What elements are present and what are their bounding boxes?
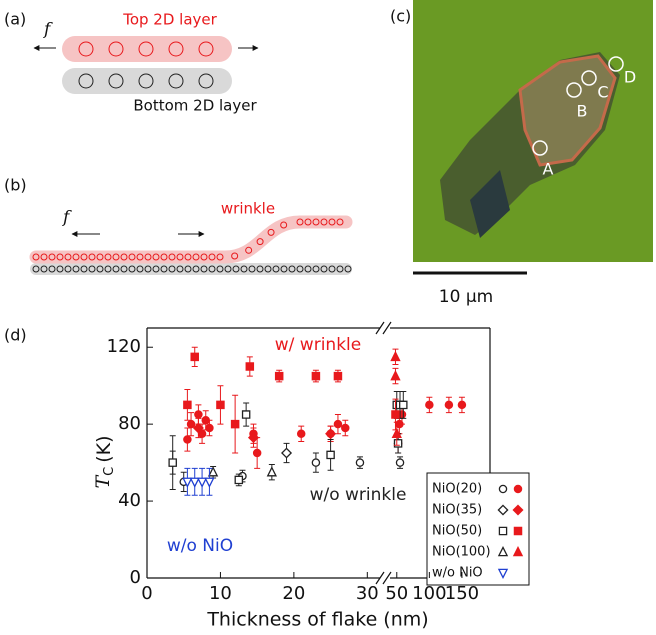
panel-b: f wrinkle	[30, 200, 352, 276]
legend-label: NiO(20)	[432, 482, 482, 497]
marker	[392, 411, 399, 418]
y-tick-label: 40	[118, 490, 141, 511]
legend-label: w/o NiO	[432, 566, 483, 581]
marker	[312, 459, 319, 466]
annotation: w/o NiO	[167, 536, 233, 556]
legend-marker	[499, 527, 506, 534]
legend-marker	[514, 485, 521, 492]
marker	[254, 449, 261, 456]
y-subscript: C	[102, 467, 117, 476]
marker	[326, 429, 335, 438]
legend-label: NiO(50)	[432, 524, 482, 539]
marker	[187, 421, 194, 428]
marker	[391, 371, 399, 379]
marker	[169, 459, 176, 466]
marker	[205, 478, 213, 486]
spot-label: C	[597, 83, 608, 102]
panel-label: (d)	[4, 326, 27, 345]
marker	[191, 478, 199, 486]
marker	[198, 478, 206, 486]
y-axis-label: TC(K)	[92, 435, 117, 488]
marker	[184, 436, 191, 443]
panel-label: (b)	[4, 176, 27, 195]
top-layer	[62, 36, 232, 62]
marker	[235, 476, 242, 483]
marker	[217, 401, 224, 408]
marker	[400, 401, 407, 408]
marker	[334, 372, 341, 379]
marker	[334, 421, 341, 428]
panel-a: f Top 2D layer Bottom 2D layer	[34, 11, 258, 115]
scale-label: 10 µm	[439, 287, 493, 307]
x-tick-label: 20	[282, 583, 305, 604]
figure: (a) (b) (c) (d) f Top 2D layer Bottom 2D…	[0, 0, 656, 635]
marker	[394, 440, 401, 447]
marker	[184, 401, 191, 408]
spot-label: B	[577, 102, 588, 121]
spot-label: A	[543, 160, 554, 179]
marker	[232, 421, 239, 428]
marker	[327, 451, 334, 458]
panel-label: (a)	[4, 10, 26, 29]
x-axis-label: Thickness of flake (nm)	[206, 609, 428, 631]
y-tick-label: 0	[130, 567, 141, 588]
x-tick-label: 0	[141, 583, 152, 604]
marker	[282, 448, 291, 457]
x-tick-label: 10	[209, 583, 232, 604]
marker	[396, 459, 403, 466]
marker	[276, 372, 283, 379]
marker	[356, 459, 363, 466]
y-unit: (K)	[93, 435, 115, 462]
panel-c: A B C D 10 µm	[413, 0, 653, 307]
wrinkle-label: wrinkle	[221, 200, 275, 218]
annotation: w/o wrinkle	[310, 485, 407, 505]
force-label: f	[61, 208, 72, 228]
bottom-label: Bottom 2D layer	[133, 97, 257, 115]
axis-break	[376, 322, 391, 584]
marker	[426, 401, 433, 408]
marker	[391, 352, 399, 360]
force-label: f	[42, 20, 53, 40]
top-label: Top 2D layer	[122, 11, 217, 29]
x-tick-label: 150	[445, 583, 479, 604]
marker	[246, 363, 253, 370]
marker	[445, 401, 452, 408]
marker	[206, 424, 213, 431]
marker	[458, 401, 465, 408]
legend-marker	[514, 527, 521, 534]
bottom-layer	[62, 68, 232, 94]
legend-marker	[499, 485, 506, 492]
x-tick-label: 100	[412, 583, 446, 604]
annotation: w/ wrinkle	[275, 335, 361, 355]
marker	[195, 411, 202, 418]
marker	[342, 424, 349, 431]
y-tick-label: 120	[107, 336, 141, 357]
legend-label: NiO(100)	[432, 545, 491, 560]
panel-label: (c)	[390, 7, 411, 26]
top-layer	[36, 222, 346, 257]
legend-label: NiO(35)	[432, 503, 482, 518]
marker	[298, 430, 305, 437]
marker	[312, 372, 319, 379]
x-tick-label: 30	[356, 583, 379, 604]
marker	[191, 353, 198, 360]
x-tick-label: 50	[385, 583, 408, 604]
spot-label: D	[624, 68, 636, 87]
marker	[268, 468, 276, 476]
marker	[243, 411, 250, 418]
y-tick-label: 80	[118, 413, 141, 434]
